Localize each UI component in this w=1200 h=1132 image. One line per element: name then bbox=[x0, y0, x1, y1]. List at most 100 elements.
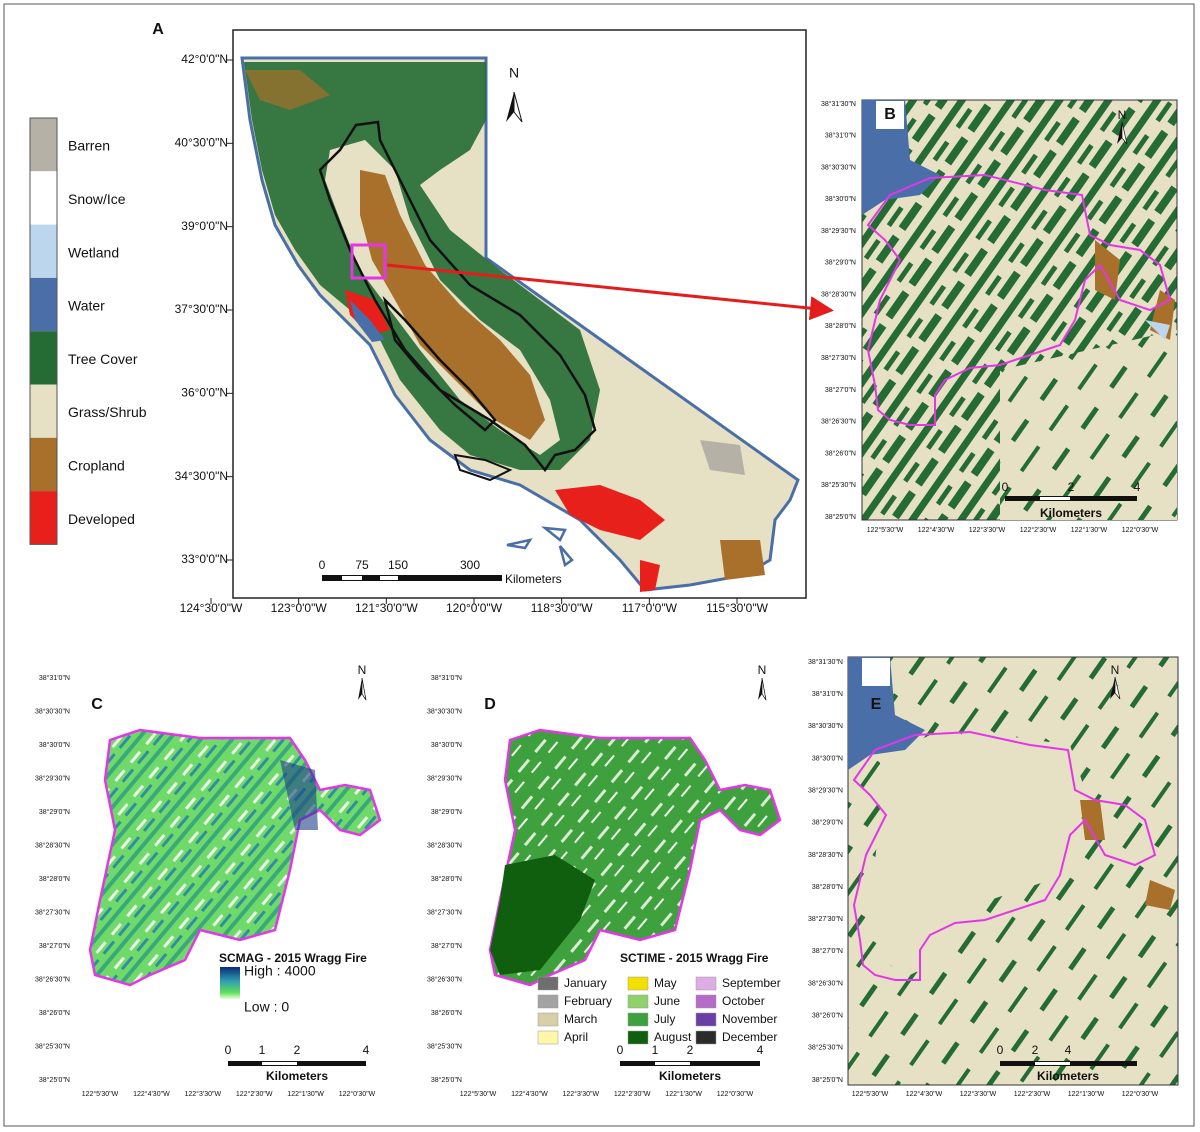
barren-area bbox=[700, 440, 745, 475]
latitude-label: 38°26'0"N bbox=[812, 1012, 843, 1020]
latitude-label: 38°30'30"N bbox=[427, 707, 462, 715]
latitude-label: 38°30'0"N bbox=[825, 195, 856, 203]
scale-label: 150 bbox=[388, 558, 408, 572]
scale-label: 0 bbox=[225, 1043, 232, 1057]
longitude-label: 123°0'0"W bbox=[271, 601, 328, 615]
latitude-label: 36°0'0"N bbox=[181, 386, 228, 400]
legend-label: Wetland bbox=[68, 244, 119, 260]
color-ramp bbox=[220, 967, 240, 999]
latitude-label: 38°26'30"N bbox=[821, 418, 856, 426]
latitude-label: 38°25'30"N bbox=[808, 1044, 843, 1052]
longitude-label: 122°4'30"W bbox=[918, 526, 955, 534]
high-severity bbox=[280, 760, 318, 830]
scale-label: 0 bbox=[617, 1043, 624, 1057]
latitude-label: 38°29'30"N bbox=[808, 786, 843, 794]
longitude-label: 122°5'30"W bbox=[867, 526, 904, 534]
scale-unit: Kilometers bbox=[266, 1069, 328, 1083]
longitude-label: 122°0'30"W bbox=[339, 1090, 376, 1098]
latitude-label: 38°29'0"N bbox=[39, 808, 70, 816]
month-swatch bbox=[537, 1030, 559, 1045]
month-swatch bbox=[537, 976, 559, 991]
legend-high: High : 4000 bbox=[244, 963, 316, 979]
longitude-label: 122°1'30"W bbox=[287, 1090, 324, 1098]
latitude-label: 38°29'0"N bbox=[825, 259, 856, 267]
latitude-label: 38°28'30"N bbox=[808, 851, 843, 859]
developed-sd bbox=[640, 560, 660, 592]
latitude-label: 38°31'30"N bbox=[808, 658, 843, 666]
north-label: N bbox=[1111, 663, 1120, 677]
latitude-label: 38°30'30"N bbox=[808, 722, 843, 730]
north-arrow bbox=[361, 677, 367, 701]
scale-label: 4 bbox=[1134, 480, 1141, 494]
month-label: December bbox=[722, 1030, 777, 1044]
latitude-label: 38°25'0"N bbox=[39, 1076, 70, 1084]
month-swatch bbox=[695, 994, 717, 1009]
latitude-label: 34°30'0"N bbox=[175, 469, 228, 483]
longitude-label: 122°2'30"W bbox=[236, 1090, 273, 1098]
month-label: April bbox=[564, 1030, 588, 1044]
scale-label: 1 bbox=[259, 1043, 266, 1057]
north-arrow bbox=[513, 91, 523, 123]
longitude-label: 122°4'30"W bbox=[133, 1090, 170, 1098]
latitude-label: 38°30'30"N bbox=[35, 707, 70, 715]
scale-bar bbox=[380, 576, 398, 580]
latitude-label: 38°31'0"N bbox=[812, 690, 843, 698]
scale-label: 4 bbox=[363, 1043, 370, 1057]
month-swatch bbox=[627, 1030, 649, 1045]
scale-unit: Kilometers bbox=[1040, 506, 1102, 520]
study-boundary bbox=[318, 120, 597, 473]
month-label: March bbox=[564, 1012, 597, 1026]
longitude-label: 122°5'30"W bbox=[852, 1090, 889, 1098]
panel-label: B bbox=[884, 106, 896, 123]
scale-bar bbox=[262, 1062, 297, 1065]
latitude-label: 38°30'30"N bbox=[821, 163, 856, 171]
north-label: N bbox=[509, 65, 519, 81]
scale-label: 2 bbox=[1032, 1043, 1039, 1057]
latitude-label: 38°25'0"N bbox=[431, 1076, 462, 1084]
longitude-label: 122°1'30"W bbox=[1071, 526, 1108, 534]
legend-label: Barren bbox=[68, 138, 110, 154]
latitude-label: 38°26'30"N bbox=[35, 975, 70, 983]
legend-swatch bbox=[30, 118, 57, 172]
latitude-label: 38°29'30"N bbox=[35, 774, 70, 782]
month-swatch bbox=[537, 1012, 559, 1027]
panel-label: A bbox=[152, 21, 164, 38]
month-swatch bbox=[695, 1012, 717, 1027]
month-swatch bbox=[695, 976, 717, 991]
fire-perimeter bbox=[852, 730, 1157, 981]
scale-label: 2 bbox=[294, 1043, 301, 1057]
latitude-label: 38°25'0"N bbox=[812, 1076, 843, 1084]
scale-bar bbox=[342, 576, 362, 580]
month-label: June bbox=[654, 994, 680, 1008]
scale-label: 300 bbox=[460, 558, 480, 572]
latitude-label: 38°27'30"N bbox=[35, 908, 70, 916]
latitude-label: 39°0'0"N bbox=[181, 219, 228, 233]
latitude-label: 42°0'0"N bbox=[181, 52, 228, 66]
latitude-label: 38°28'30"N bbox=[821, 290, 856, 298]
latitude-label: 38°26'0"N bbox=[431, 1009, 462, 1017]
scale-bar bbox=[1035, 1062, 1070, 1065]
longitude-label: 122°0'30"W bbox=[1122, 526, 1159, 534]
legend-swatch bbox=[30, 277, 57, 332]
legend-swatch bbox=[30, 384, 57, 438]
scale-label: 2 bbox=[1068, 480, 1075, 494]
latitude-label: 38°27'30"N bbox=[808, 915, 843, 923]
channel-islands bbox=[506, 526, 574, 568]
longitude-label: 121°30'0"W bbox=[355, 601, 418, 615]
latitude-label: 38°29'0"N bbox=[812, 819, 843, 827]
study-boundary-coast bbox=[382, 295, 497, 432]
longitude-label: 122°3'30"W bbox=[969, 526, 1006, 534]
scale-label: 2 bbox=[687, 1043, 694, 1057]
north-arrow bbox=[1121, 121, 1128, 145]
legend-swatch bbox=[30, 331, 57, 385]
longitude-label: 122°3'30"W bbox=[563, 1090, 600, 1098]
north-arrow bbox=[761, 677, 767, 701]
latitude-label: 40°30'0"N bbox=[175, 136, 228, 150]
month-label: January bbox=[564, 976, 607, 990]
bay-water bbox=[350, 300, 385, 342]
scale-label: 0 bbox=[997, 1043, 1004, 1057]
scale-label: 0 bbox=[319, 558, 326, 572]
developed-la bbox=[555, 485, 665, 540]
longitude-label: 122°3'30"W bbox=[960, 1090, 997, 1098]
